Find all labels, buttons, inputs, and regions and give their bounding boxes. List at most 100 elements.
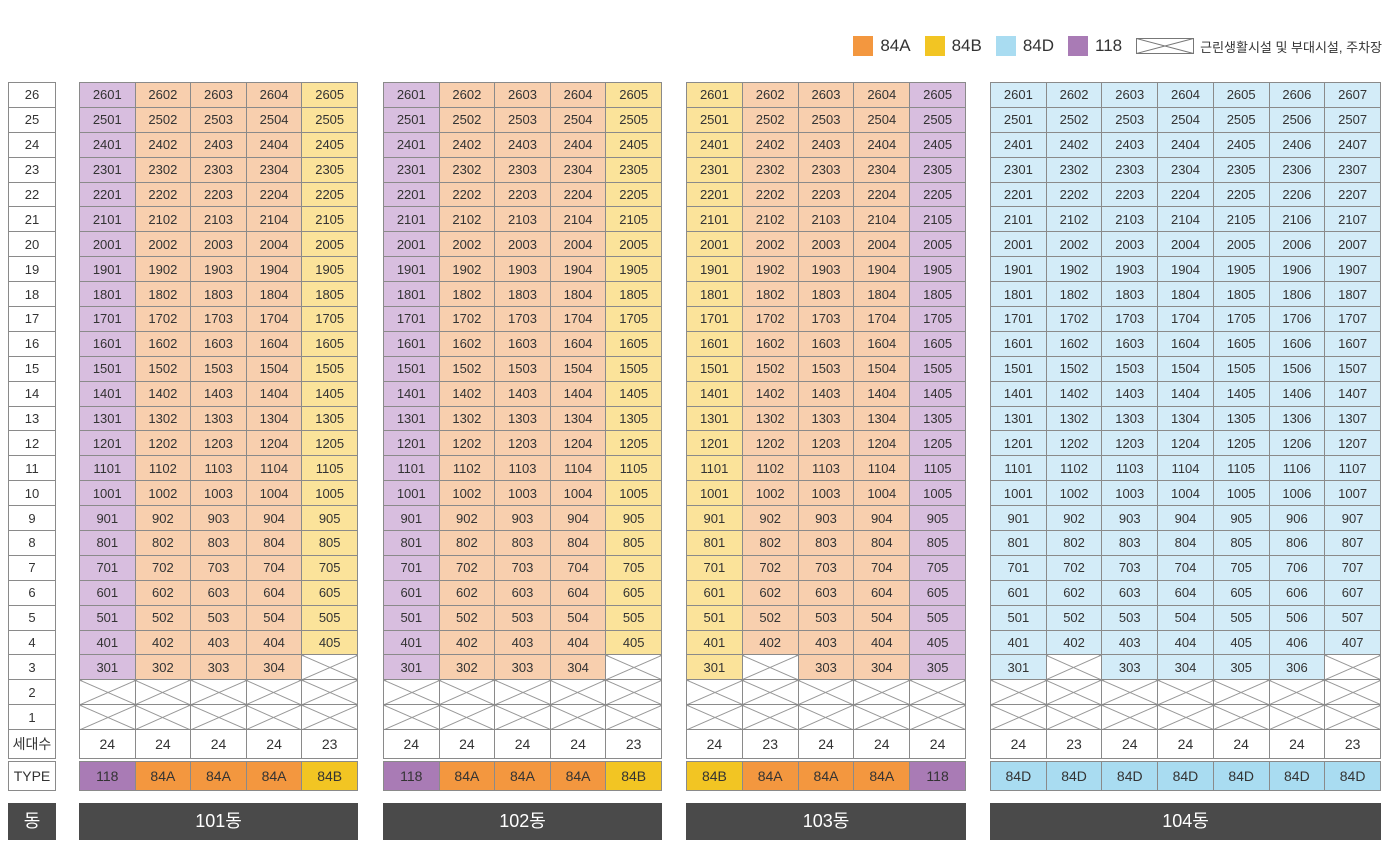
unit-cell: 1103 — [494, 455, 551, 482]
unit-cell: 2104 — [245, 206, 303, 233]
unit-cell: 2101 — [79, 206, 136, 233]
unit-cell: 1501 — [79, 355, 136, 382]
unit-cell: 2605 — [909, 82, 966, 108]
unit-cell: 1603 — [494, 330, 551, 357]
unit-cell: 1105 — [1212, 455, 1270, 482]
unit-cell: 1503 — [190, 355, 247, 382]
unit-cell: 2402 — [134, 131, 192, 158]
unit-cell: 2503 — [1101, 106, 1159, 133]
building-104-name: 104동 — [990, 803, 1381, 840]
unit-count-cell: 24 — [797, 729, 855, 760]
unit-cell: 1803 — [797, 281, 855, 308]
unit-cell: 1202 — [1045, 430, 1103, 457]
unit-cell: 1005 — [909, 480, 966, 507]
unit-cell: 1706 — [1268, 306, 1326, 332]
unit-cell: 1402 — [1045, 380, 1103, 407]
unit-cell: 1002 — [1045, 480, 1103, 507]
unit-cell: 2103 — [494, 206, 551, 233]
unit-cell: 1401 — [383, 380, 440, 407]
type-cell: 118 — [383, 761, 440, 792]
unit-cell: 802 — [741, 530, 799, 556]
unit-cell: 1803 — [190, 281, 247, 308]
unit-cell: 804 — [245, 530, 303, 556]
floor-label: 8 — [8, 530, 56, 556]
unit-cell: 2505 — [1212, 106, 1270, 133]
unit-cell: 1503 — [797, 355, 855, 382]
unit-cell: 505 — [909, 604, 966, 631]
unit-cell: 2302 — [1045, 156, 1103, 183]
unit-cell: 2405 — [909, 131, 966, 158]
unit-cell: 2406 — [1268, 131, 1326, 158]
type-cell: 84A — [853, 761, 911, 792]
unit-cell: 1602 — [741, 330, 799, 357]
unit-cell: 1305 — [909, 405, 966, 432]
unit-cell: 1604 — [853, 330, 911, 357]
unit-cell: 701 — [990, 554, 1047, 581]
unit-cell: 2504 — [853, 106, 911, 133]
unit-cell: 901 — [383, 505, 440, 532]
unit-cell: 1101 — [990, 455, 1047, 482]
unit-cell: 502 — [1045, 604, 1103, 631]
type-cell: 84D — [1268, 761, 1326, 792]
unit-cell: 1002 — [134, 480, 192, 507]
unit-cell: 1103 — [797, 455, 855, 482]
unit-cell: 2501 — [990, 106, 1047, 133]
unit-cell: 1402 — [134, 380, 192, 407]
unit-cell: 1201 — [686, 430, 743, 457]
unit-cell: 704 — [549, 554, 607, 581]
facility-cell — [741, 654, 799, 681]
unit-cell: 2102 — [438, 206, 496, 233]
unit-cell: 303 — [1101, 654, 1159, 681]
unit-cell: 1603 — [1101, 330, 1159, 357]
unit-cell: 1107 — [1324, 455, 1381, 482]
unit-cell: 1906 — [1268, 256, 1326, 283]
unit-cell: 1405 — [909, 380, 966, 407]
unit-cell: 2603 — [190, 82, 247, 108]
unit-cell: 1404 — [853, 380, 911, 407]
unit-cell: 2101 — [383, 206, 440, 233]
unit-cell: 2405 — [301, 131, 358, 158]
unit-cell: 2001 — [383, 231, 440, 258]
facility-cell — [1157, 679, 1214, 706]
unit-cell: 902 — [438, 505, 496, 532]
unit-cell: 1903 — [190, 256, 247, 283]
unit-cell: 2502 — [134, 106, 192, 133]
unit-cell: 2403 — [190, 131, 247, 158]
floor-label: 21 — [8, 206, 56, 233]
facility-cell — [190, 704, 247, 731]
unit-cell: 1601 — [686, 330, 743, 357]
unit-cell: 1306 — [1268, 405, 1326, 432]
unit-cell: 1404 — [245, 380, 303, 407]
facility-cell — [1045, 654, 1103, 681]
unit-cell: 2102 — [1045, 206, 1103, 233]
unit-cell: 1907 — [1324, 256, 1381, 283]
facility-cell — [1045, 679, 1103, 706]
unit-cell: 1203 — [190, 430, 247, 457]
unit-cell: 1605 — [301, 330, 358, 357]
unit-cell: 1501 — [383, 355, 440, 382]
unit-cell: 2403 — [1101, 131, 1159, 158]
unit-cell: 301 — [686, 654, 743, 681]
facility-cell — [605, 679, 662, 706]
unit-cell: 803 — [494, 530, 551, 556]
unit-cell: 402 — [1045, 629, 1103, 656]
unit-cell: 1307 — [1324, 405, 1381, 432]
unit-cell: 403 — [797, 629, 855, 656]
unit-cell: 2205 — [1212, 181, 1270, 208]
unit-cell: 2202 — [1045, 181, 1103, 208]
unit-cell: 1304 — [853, 405, 911, 432]
unit-cell: 2601 — [79, 82, 136, 108]
unit-cell: 1301 — [686, 405, 743, 432]
unit-cell: 401 — [990, 629, 1047, 656]
type-cell: 84B — [605, 761, 662, 792]
legend: 84A 84B 84D 118 근린생활시설 및 부대시설, 주차장 — [839, 34, 1382, 58]
legend-swatch — [1068, 36, 1088, 56]
unit-cell: 1003 — [797, 480, 855, 507]
type-cell: 84A — [245, 761, 303, 792]
unit-cell: 2207 — [1324, 181, 1381, 208]
unit-cell: 503 — [797, 604, 855, 631]
unit-cell: 903 — [797, 505, 855, 532]
type-cell: 84D — [1212, 761, 1270, 792]
unit-cell: 2603 — [1101, 82, 1159, 108]
unit-cell: 1704 — [245, 306, 303, 332]
